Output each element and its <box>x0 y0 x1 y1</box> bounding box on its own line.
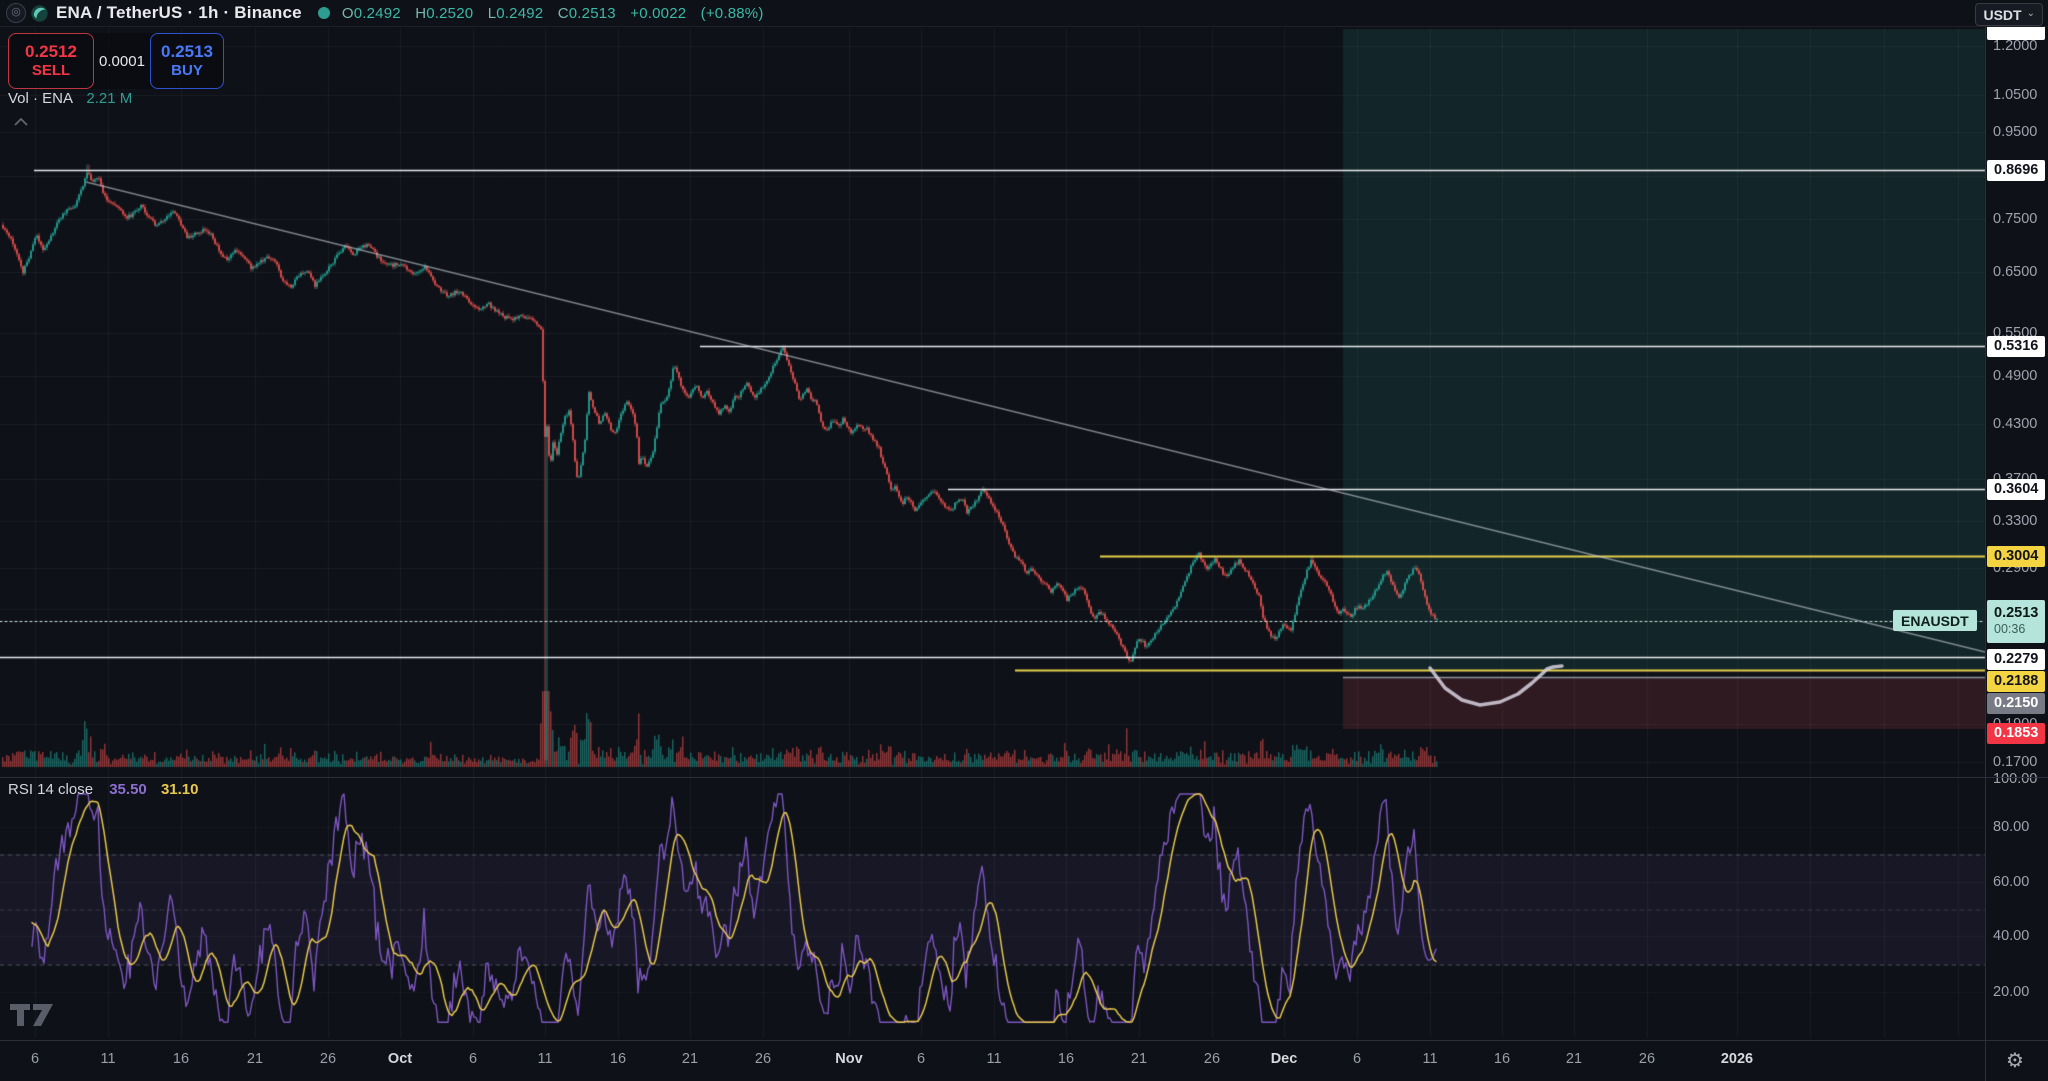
chevron-up-icon <box>14 118 28 126</box>
price-tick: 60.00 <box>1993 874 2030 890</box>
price-tick: 0.6500 <box>1993 264 2038 280</box>
time-tick: 6 <box>468 1051 478 1067</box>
time-tick: 21 <box>681 1051 699 1067</box>
price-tick: 100.00 <box>1993 771 2038 787</box>
price-level-label: 0.3604 <box>1987 478 2045 500</box>
ena-logo-icon <box>31 4 48 22</box>
sell-button[interactable]: 0.2512 SELL <box>8 33 94 89</box>
time-tick: 6 <box>30 1051 40 1067</box>
price-level-label: 0.2279 <box>1987 648 2045 670</box>
time-tick: 16 <box>609 1051 627 1067</box>
timezone-settings-button[interactable]: ⚙ <box>2001 1046 2029 1074</box>
price-level-label: 0.2150 <box>1987 692 2045 714</box>
time-tick: 26 <box>1203 1051 1221 1067</box>
pane-collapse-button[interactable] <box>10 114 32 130</box>
price-tick: 1.2000 <box>1993 38 2038 54</box>
price-axis-border <box>1985 27 1986 1081</box>
price-tick: 40.00 <box>1993 928 2030 944</box>
spread-value: 0.0001 <box>99 52 145 70</box>
time-tick: Nov <box>835 1051 863 1067</box>
price-level-label: 0.5316 <box>1987 335 2045 357</box>
time-tick: 26 <box>754 1051 772 1067</box>
trade-panel: 0.2512 SELL 0.0001 0.2513 BUY <box>8 33 224 89</box>
tradingview-logo[interactable] <box>8 996 78 1032</box>
time-tick: 26 <box>319 1051 337 1067</box>
price-tick: 0.4300 <box>1993 416 2038 432</box>
price-tick: 20.00 <box>1993 984 2030 1000</box>
price-tick: 0.4900 <box>1993 368 2038 384</box>
time-tick: 16 <box>1493 1051 1511 1067</box>
price-tick: 0.1700 <box>1993 754 2038 770</box>
series-price-tag: ENAUSDT <box>1893 610 1977 631</box>
price-scale-currency-button[interactable]: USDT ⌄ <box>1975 3 2043 26</box>
time-tick: 21 <box>1130 1051 1148 1067</box>
time-tick: 11 <box>1422 1051 1438 1067</box>
chevron-down-icon: ⌄ <box>2026 8 2035 19</box>
time-axis-border <box>0 1040 2048 1041</box>
market-status-dot <box>317 7 330 19</box>
price-tick: 1.0500 <box>1993 87 2038 103</box>
price-tick: 80.00 <box>1993 819 2030 835</box>
time-tick: 11 <box>100 1051 116 1067</box>
buy-button[interactable]: 0.2513 BUY <box>150 33 224 89</box>
broker-icon: ◎ <box>6 3 26 23</box>
time-tick: 11 <box>986 1051 1002 1067</box>
price-tick: 0.9500 <box>1993 124 2038 140</box>
symbol-title[interactable]: ENA / TetherUS · 1h · Binance <box>56 3 302 22</box>
time-tick: 6 <box>916 1051 926 1067</box>
ohlc-readout: O0.2492 H0.2520 L0.2492 C0.2513 +0.0022 … <box>341 4 764 22</box>
chart-header: ◎ ENA / TetherUS · 1h · Binance O0.2492 … <box>0 0 2048 27</box>
price-level-label: 0.2188 <box>1987 670 2045 692</box>
time-tick: Dec <box>1270 1051 1298 1067</box>
time-tick: 2026 <box>1720 1051 1754 1067</box>
time-tick: 6 <box>1352 1051 1362 1067</box>
time-tick: 21 <box>1565 1051 1583 1067</box>
price-tick: 0.7500 <box>1993 211 2038 227</box>
pane-separator[interactable] <box>0 777 2048 778</box>
time-tick: 11 <box>537 1051 553 1067</box>
price-level-label: 0.3004 <box>1987 545 2045 567</box>
time-tick: 26 <box>1638 1051 1656 1067</box>
gear-icon: ⚙ <box>2006 1048 2024 1072</box>
volume-legend: Vol · ENA 2.21 M <box>8 90 133 107</box>
time-tick: 16 <box>1057 1051 1075 1067</box>
time-tick: Oct <box>387 1051 413 1067</box>
price-level-label: 0.1853 <box>1987 722 2045 744</box>
time-tick: 21 <box>246 1051 264 1067</box>
rsi-legend: RSI 14 close 35.50 31.10 <box>8 781 199 798</box>
time-tick: 16 <box>172 1051 190 1067</box>
last-price-label: 0.2513 00:36 <box>1987 599 2045 643</box>
price-level-label: 0.8696 <box>1987 159 2045 181</box>
price-tick: 0.3300 <box>1993 513 2038 529</box>
